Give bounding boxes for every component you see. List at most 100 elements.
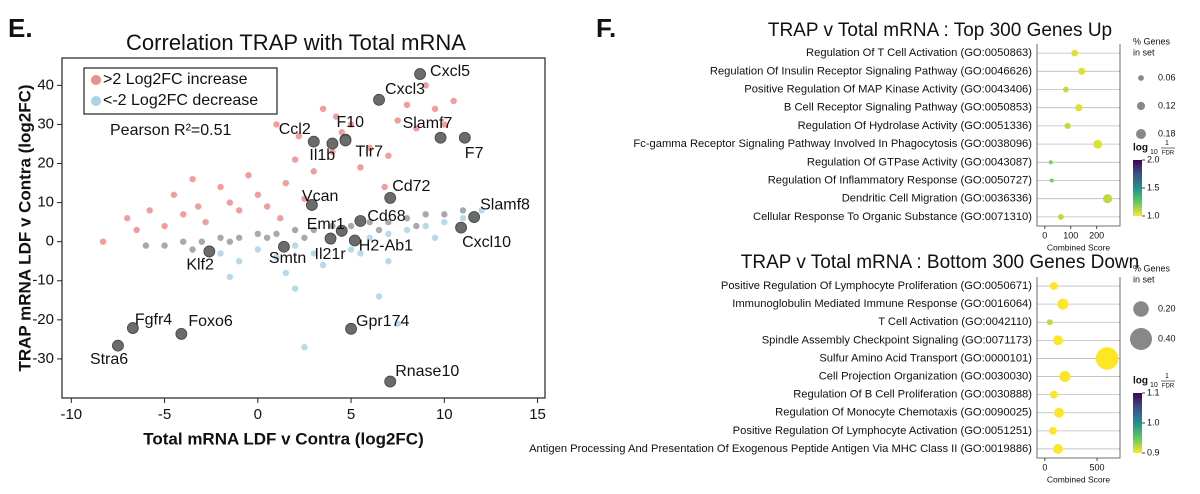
- point: [235, 207, 243, 214]
- point: [385, 258, 392, 265]
- point: [226, 273, 234, 281]
- x-tick-label: -5: [158, 406, 171, 423]
- point: [217, 183, 224, 191]
- highlight-point: [335, 224, 348, 237]
- point: [310, 226, 317, 234]
- category-label: Regulation Of GTPase Activity (GO:004308…: [807, 156, 1032, 168]
- panel-label: E.: [8, 13, 33, 43]
- x-tick-label: 100: [1063, 230, 1078, 240]
- point: [319, 261, 327, 269]
- legend-box: [83, 67, 278, 115]
- point: [347, 246, 355, 253]
- dot: [1054, 407, 1064, 418]
- gene-label: Fgfr4: [135, 311, 172, 328]
- point: [235, 258, 243, 265]
- point: [245, 172, 252, 179]
- category-label: Regulation Of Insulin Receptor Signaling…: [710, 65, 1032, 77]
- point: [459, 215, 467, 222]
- point: [301, 195, 308, 202]
- category-label: Positive Regulation Of MAP Kinase Activi…: [744, 83, 1032, 95]
- category-label: Regulation Of T Cell Activation (GO:0050…: [806, 47, 1032, 59]
- dot: [1071, 49, 1078, 57]
- point: [394, 320, 401, 327]
- point: [366, 218, 373, 226]
- colorbar-title-num: 1: [1165, 373, 1169, 380]
- gene-label: F7: [465, 145, 484, 162]
- point: [180, 211, 187, 218]
- point: [422, 211, 429, 218]
- category-label: Immunoglobulin Mediated Immune Response …: [732, 298, 1032, 310]
- highlight-point: [468, 211, 481, 223]
- point: [202, 218, 209, 226]
- point: [291, 285, 299, 292]
- annotation: Pearson R²=0.51: [110, 122, 232, 139]
- point: [295, 132, 303, 140]
- y-tick-label: 0: [46, 233, 54, 250]
- highlight-point: [305, 199, 318, 211]
- plot-frame: [61, 57, 546, 399]
- point: [217, 250, 224, 257]
- highlight-point: [339, 134, 352, 147]
- colorbar-tick-label: 2.0: [1147, 154, 1160, 164]
- colorbar-tick-label: 1.0: [1147, 417, 1160, 427]
- gene-label: Foxo6: [188, 313, 233, 330]
- point: [180, 238, 187, 245]
- gene-label: Smtn: [269, 250, 306, 267]
- point: [133, 226, 140, 234]
- legend-label: <-2 Log2FC decrease: [103, 92, 258, 109]
- y-tick-label: 40: [37, 76, 54, 93]
- gene-label: Gpr174: [356, 313, 409, 330]
- point: [301, 234, 308, 241]
- point: [319, 105, 327, 113]
- category-label: Regulation Of Monocyte Chemotaxis (GO:00…: [775, 407, 1032, 419]
- dot: [1052, 444, 1063, 454]
- point: [441, 121, 448, 128]
- gene-label: Cd68: [367, 208, 405, 225]
- category-label: T Cell Activation (GO:0042110): [878, 316, 1032, 328]
- point: [273, 230, 280, 238]
- gene-label: Rnase10: [395, 363, 459, 380]
- axis-frame: [1036, 277, 1121, 459]
- colorbar-tick-label: 1.0: [1147, 210, 1160, 220]
- size-legend-label: 0.06: [1158, 72, 1176, 82]
- dot: [1048, 160, 1053, 165]
- y-tick-label: -30: [32, 350, 54, 367]
- y-tick-label: 30: [37, 115, 54, 132]
- point: [413, 222, 420, 230]
- size-legend-title: % Genes: [1133, 36, 1171, 46]
- point: [254, 230, 262, 238]
- highlight-point: [175, 328, 188, 340]
- size-legend-dot: [1136, 101, 1146, 111]
- gene-label: Emr1: [307, 216, 345, 233]
- category-label: Cell Projection Organization (GO:0030030…: [819, 371, 1033, 383]
- highlight-point: [384, 375, 397, 388]
- category-label: Spindle Assembly Checkpoint Signaling (G…: [762, 334, 1033, 346]
- dot: [1059, 371, 1071, 383]
- gene-label: Vcan: [302, 188, 338, 205]
- point: [310, 250, 317, 257]
- colorbar-tick-label: 0.9: [1147, 447, 1160, 457]
- point: [170, 191, 178, 198]
- x-tick-label: 0: [1042, 462, 1047, 472]
- highlight-point: [324, 232, 337, 245]
- point: [478, 207, 485, 214]
- colorbar-tick-label: 1.1: [1147, 387, 1160, 397]
- category-label: Fc-gamma Receptor Signaling Pathway Invo…: [633, 138, 1032, 150]
- gene-label: H2-Ab1: [359, 238, 413, 255]
- dot: [1075, 104, 1083, 112]
- gene-label: Cxcl3: [385, 81, 425, 98]
- point: [226, 238, 234, 245]
- point: [189, 175, 196, 183]
- point: [375, 293, 383, 300]
- x-tick-label: 15: [529, 406, 546, 423]
- category-label: Antigen Processing And Presentation Of E…: [529, 443, 1032, 455]
- point: [273, 254, 280, 261]
- point: [329, 148, 336, 155]
- x-tick-label: 200: [1089, 230, 1104, 240]
- dot: [1057, 214, 1064, 220]
- category-label: B Cell Receptor Signaling Pathway (GO:00…: [784, 102, 1032, 114]
- point: [329, 222, 336, 230]
- point: [189, 246, 196, 253]
- point: [263, 234, 271, 241]
- gene-label: Klf2: [186, 257, 214, 274]
